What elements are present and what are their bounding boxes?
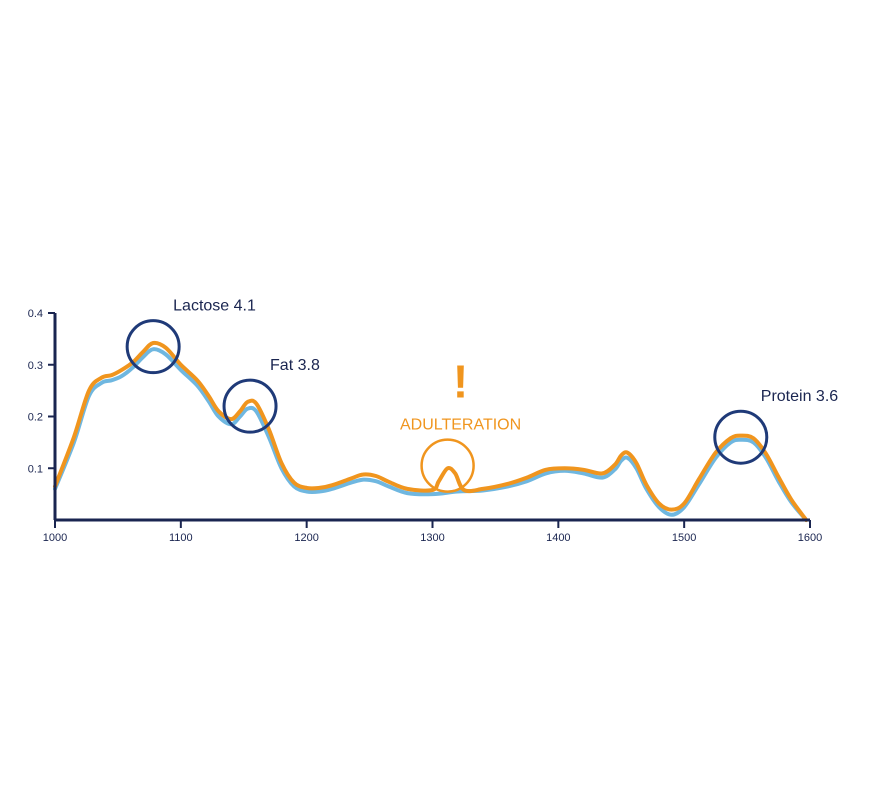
x-tick-label-1600: 1600	[798, 532, 822, 544]
warning-exclamation-icon: !	[453, 356, 468, 408]
annotation-label-lactose: Lactose 4.1	[173, 298, 256, 315]
series-layer	[53, 340, 809, 522]
x-tick-label-1000: 1000	[43, 532, 67, 544]
annotation-circle-fat	[222, 378, 278, 434]
ticks-layer: 1000 1100 1200 1300 1400 1500 1600 0.1 0.2 0.3 0.4	[28, 308, 823, 544]
series-line-reference	[53, 347, 809, 522]
annotation-circle-adulteration	[420, 438, 475, 493]
x-tick-label-1200: 1200	[294, 532, 318, 544]
y-tick-label-0.3: 0.3	[28, 360, 43, 372]
annotation-circle-protein	[713, 409, 769, 465]
x-tick-label-1500: 1500	[672, 532, 696, 544]
annotation-layer: Lactose 4.1 Fat 3.8 ! ADULTERATION Protein 3…	[125, 298, 838, 493]
y-tick-label-0.4: 0.4	[28, 308, 43, 320]
annotation-label-fat: Fat 3.8	[270, 357, 320, 374]
x-tick-label-1400: 1400	[546, 532, 570, 544]
annotation-label-protein: Protein 3.6	[761, 388, 838, 405]
x-tick-label-1300: 1300	[420, 532, 444, 544]
annotation-circle-lactose	[125, 319, 181, 375]
x-tick-label-1100: 1100	[169, 532, 193, 544]
y-tick-label-0.2: 0.2	[28, 412, 43, 424]
series-line-sample	[53, 340, 809, 522]
y-tick-label-0.1: 0.1	[28, 463, 43, 475]
annotation-label-adulteration: ADULTERATION	[400, 417, 521, 434]
